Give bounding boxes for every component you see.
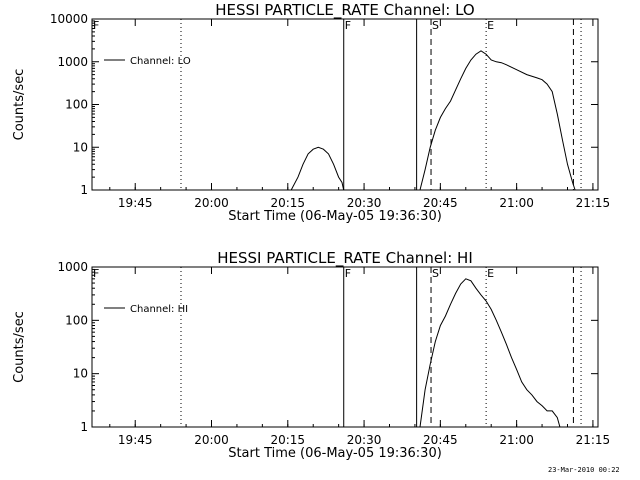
panel-2-title: HESSI PARTICLE_RATE Channel: HI <box>217 249 473 268</box>
panel-1-marker-label: E <box>487 19 494 32</box>
panel-1-legend-label: Channel: LO <box>130 56 191 67</box>
panel-1-x-tick-label: 20:00 <box>194 196 229 210</box>
panel-2-x-tick-label: 20:00 <box>194 433 229 447</box>
panel-1-y-tick-label: 1 <box>80 183 88 197</box>
panel-1-plot-frame <box>91 18 599 191</box>
panel-1-x-tick-label: 21:00 <box>499 196 534 210</box>
panel-2-data-line <box>419 278 561 428</box>
panel-2-x-tick-label: 20:45 <box>423 433 458 447</box>
panel-2-y-tick-label: 1 <box>80 420 88 434</box>
panel-2-y-tick-label: 1000 <box>57 260 88 274</box>
panel-1-title: HESSI PARTICLE_RATE Channel: LO <box>215 1 474 20</box>
panel-2-x-axis-label: Start Time (06-May-05 19:36:30) <box>228 446 442 461</box>
panel-2-x-tick-label: 20:30 <box>347 433 382 447</box>
panel-2-marker-label: F <box>345 267 351 280</box>
panel-1-marker-label: F <box>345 19 351 32</box>
panel-1-x-tick-label: 19:45 <box>118 196 153 210</box>
panel-2-marker-label: S <box>432 267 439 280</box>
panel-2-x-tick-label: 20:15 <box>270 433 305 447</box>
panel-2-marker-label: E <box>487 267 494 280</box>
panel-2-y-tick-label: 10 <box>73 367 88 381</box>
panel-2-legend-label: Channel: HI <box>130 304 188 315</box>
panel-2-y-tick-label: 100 <box>65 313 88 327</box>
panel-1-y-tick-label: 1000 <box>57 55 88 69</box>
panel-2-marker-label: F <box>93 267 99 280</box>
panel-2-x-tick-label: 19:45 <box>118 433 153 447</box>
panel-2-x-tick-label: 21:00 <box>499 433 534 447</box>
panel-1-y-tick-label: 10 <box>73 140 88 154</box>
panel-1-data-line <box>419 50 576 191</box>
panel-1-x-axis-label: Start Time (06-May-05 19:36:30) <box>228 209 442 224</box>
panel-1-y-tick-label: 100 <box>65 98 88 112</box>
panel-2-plot-frame <box>91 266 599 428</box>
panel-1-x-tick-label: 21:15 <box>576 196 611 210</box>
panel-1-y-tick-label: 10000 <box>50 12 88 26</box>
panel-1-x-tick-label: 20:15 <box>270 196 305 210</box>
panel-1-y-axis-label: Counts/sec <box>12 69 27 141</box>
panel-1-marker-label: F <box>93 19 99 32</box>
panel-1-marker-label: S <box>432 19 439 32</box>
panel-2-y-axis-label: Counts/sec <box>12 311 27 383</box>
generation-timestamp: 23-Mar-2010 00:22 <box>548 466 620 474</box>
panel-1-data-line <box>290 146 345 191</box>
panel-1-x-tick-label: 20:45 <box>423 196 458 210</box>
panel-2-x-tick-label: 21:15 <box>576 433 611 447</box>
panel-1-x-tick-label: 20:30 <box>347 196 382 210</box>
